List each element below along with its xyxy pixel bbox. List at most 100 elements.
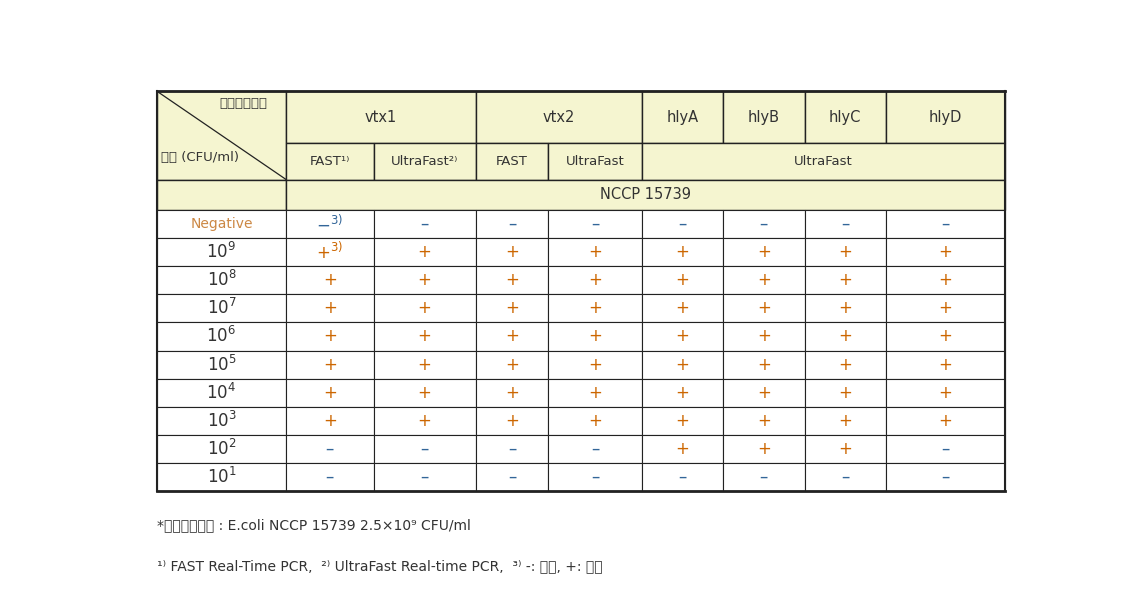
Text: +: + bbox=[588, 356, 602, 373]
Text: +: + bbox=[505, 356, 519, 373]
Text: +: + bbox=[676, 327, 689, 346]
Bar bbox=[642, 407, 723, 435]
Text: hlyC: hlyC bbox=[829, 110, 862, 125]
Bar bbox=[723, 407, 804, 435]
Text: –: – bbox=[591, 215, 599, 233]
Bar bbox=[548, 294, 642, 322]
Text: +: + bbox=[757, 383, 770, 402]
Bar bbox=[885, 238, 1005, 266]
Text: +: + bbox=[838, 271, 852, 289]
Text: $10^{1}$: $10^{1}$ bbox=[206, 467, 236, 487]
Bar bbox=[476, 407, 548, 435]
Text: +: + bbox=[676, 299, 689, 317]
Text: +: + bbox=[588, 383, 602, 402]
Bar bbox=[723, 238, 804, 266]
Bar bbox=[157, 180, 287, 210]
Bar bbox=[287, 322, 373, 350]
Text: hlyB: hlyB bbox=[748, 110, 779, 125]
Bar bbox=[476, 379, 548, 407]
Bar bbox=[287, 463, 373, 491]
Text: +: + bbox=[938, 299, 952, 317]
Text: +: + bbox=[505, 327, 519, 346]
Bar bbox=[287, 91, 476, 143]
Text: +: + bbox=[676, 243, 689, 261]
Bar bbox=[476, 91, 642, 143]
Text: FAST: FAST bbox=[496, 155, 528, 168]
Bar bbox=[287, 379, 373, 407]
Bar bbox=[287, 294, 373, 322]
Text: +: + bbox=[938, 356, 952, 373]
Bar bbox=[642, 143, 1005, 180]
Bar bbox=[642, 435, 723, 463]
Text: –: – bbox=[941, 440, 950, 458]
Bar bbox=[642, 266, 723, 294]
Text: +: + bbox=[323, 327, 337, 346]
Bar bbox=[804, 350, 885, 379]
Text: +: + bbox=[417, 356, 432, 373]
Bar bbox=[548, 210, 642, 238]
Bar bbox=[642, 210, 723, 238]
Bar bbox=[157, 407, 287, 435]
Text: vtx2: vtx2 bbox=[543, 110, 575, 125]
Text: $10^{4}$: $10^{4}$ bbox=[206, 383, 237, 403]
Text: FAST¹⁾: FAST¹⁾ bbox=[310, 155, 350, 168]
Text: +: + bbox=[323, 356, 337, 373]
Bar bbox=[804, 322, 885, 350]
Bar bbox=[885, 435, 1005, 463]
Bar bbox=[642, 463, 723, 491]
Bar bbox=[287, 238, 373, 266]
Bar bbox=[723, 463, 804, 491]
Bar bbox=[476, 266, 548, 294]
Text: +: + bbox=[417, 271, 432, 289]
Text: UltraFast²⁾: UltraFast²⁾ bbox=[391, 155, 458, 168]
Text: +: + bbox=[676, 356, 689, 373]
Text: +: + bbox=[588, 271, 602, 289]
Bar bbox=[642, 350, 723, 379]
Bar bbox=[723, 379, 804, 407]
Bar bbox=[548, 266, 642, 294]
Bar bbox=[804, 266, 885, 294]
Bar bbox=[157, 463, 287, 491]
Bar bbox=[804, 210, 885, 238]
Bar bbox=[373, 294, 476, 322]
Text: –: – bbox=[591, 440, 599, 458]
Text: +: + bbox=[838, 243, 852, 261]
Bar bbox=[373, 322, 476, 350]
Text: –: – bbox=[326, 440, 334, 458]
Bar bbox=[287, 210, 373, 238]
Bar bbox=[476, 350, 548, 379]
Bar bbox=[157, 294, 287, 322]
Bar bbox=[642, 294, 723, 322]
Text: +: + bbox=[417, 243, 432, 261]
Bar bbox=[804, 238, 885, 266]
Text: UltraFast: UltraFast bbox=[566, 155, 625, 168]
Bar bbox=[885, 294, 1005, 322]
Text: +: + bbox=[838, 440, 852, 458]
Text: –: – bbox=[421, 468, 429, 486]
Bar bbox=[804, 379, 885, 407]
Text: $-^{3)}$: $-^{3)}$ bbox=[316, 215, 343, 233]
Bar bbox=[287, 180, 1005, 210]
Text: $10^{5}$: $10^{5}$ bbox=[206, 355, 236, 375]
Bar bbox=[885, 210, 1005, 238]
Bar bbox=[885, 463, 1005, 491]
Text: –: – bbox=[591, 468, 599, 486]
Bar bbox=[476, 463, 548, 491]
Text: +: + bbox=[505, 383, 519, 402]
Text: –: – bbox=[941, 468, 950, 486]
Bar bbox=[157, 210, 287, 238]
Text: +: + bbox=[757, 243, 770, 261]
Text: –: – bbox=[326, 468, 334, 486]
Text: +: + bbox=[838, 356, 852, 373]
Text: +: + bbox=[676, 412, 689, 430]
Text: +: + bbox=[757, 412, 770, 430]
Bar bbox=[373, 238, 476, 266]
Bar bbox=[373, 350, 476, 379]
Bar bbox=[287, 143, 373, 180]
Bar bbox=[287, 407, 373, 435]
Bar bbox=[804, 435, 885, 463]
Bar bbox=[548, 463, 642, 491]
Bar bbox=[373, 379, 476, 407]
Bar bbox=[723, 294, 804, 322]
Text: –: – bbox=[678, 215, 687, 233]
